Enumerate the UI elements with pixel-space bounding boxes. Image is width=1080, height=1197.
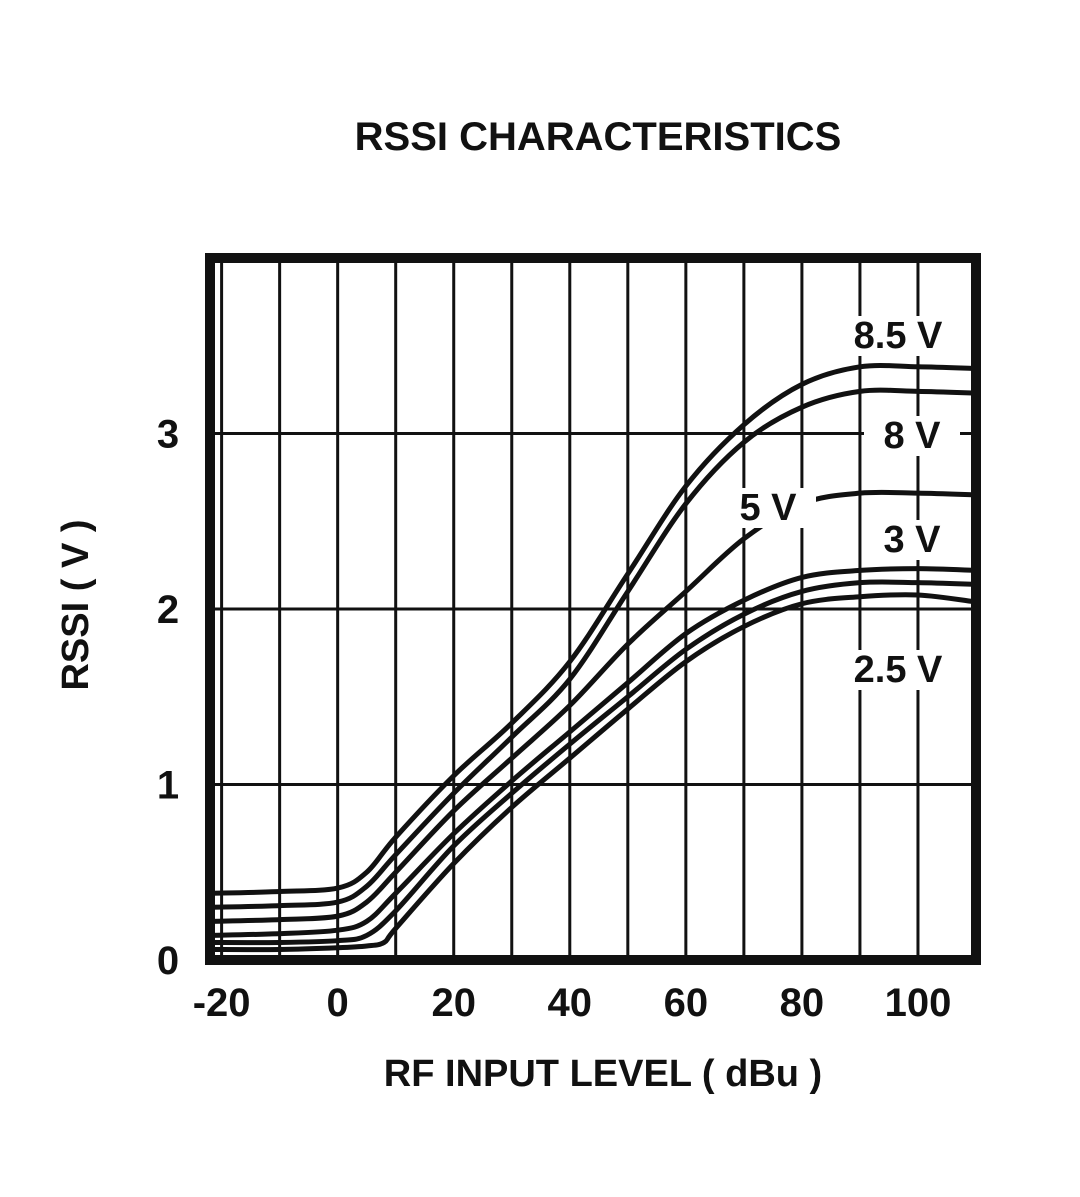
series-line-0 — [207, 362, 979, 896]
x-tick-label: 20 — [431, 981, 476, 1025]
series-curves — [207, 362, 979, 953]
series-labels: 8.5 V 8 V 5 V 3 V 2.5 V — [720, 315, 960, 691]
series-label: 5 V — [739, 487, 797, 529]
series-line-4 — [207, 579, 979, 946]
series-label: 2.5 V — [854, 649, 943, 691]
series-label: 8 V — [883, 415, 941, 457]
y-tick-labels: 0 1 2 3 — [157, 413, 179, 984]
x-tick-label: 0 — [327, 981, 349, 1025]
x-tick-label: 100 — [885, 981, 952, 1025]
x-tick-labels: -20 0 20 40 60 80 100 — [193, 981, 952, 1025]
series-line-1 — [207, 387, 979, 910]
series-line-3 — [207, 566, 979, 938]
series-label-bg — [850, 650, 946, 690]
chart-title: RSSI CHARACTERISTICS — [355, 115, 842, 159]
series-line-5 — [207, 592, 979, 953]
series-label-bg — [850, 316, 946, 356]
y-tick-label: 1 — [157, 764, 179, 808]
series-label-bg — [720, 488, 816, 528]
plot-frame — [205, 253, 981, 965]
x-axis-label: RF INPUT LEVEL ( dBu ) — [384, 1053, 822, 1095]
x-tick-label: 60 — [664, 981, 709, 1025]
grid-lines — [210, 258, 978, 960]
series-label-bg — [864, 416, 960, 456]
series-label: 3 V — [883, 519, 941, 561]
y-axis-label: RSSI ( V ) — [55, 519, 97, 690]
series-label: 8.5 V — [854, 315, 943, 357]
y-tick-label: 2 — [157, 588, 179, 632]
x-tick-label: 80 — [780, 981, 825, 1025]
series-line-2 — [207, 489, 979, 924]
series-label-bg — [864, 520, 960, 560]
y-tick-label: 0 — [157, 939, 179, 983]
x-tick-label: -20 — [193, 981, 251, 1025]
y-tick-label: 3 — [157, 413, 179, 457]
x-tick-label: 40 — [548, 981, 593, 1025]
